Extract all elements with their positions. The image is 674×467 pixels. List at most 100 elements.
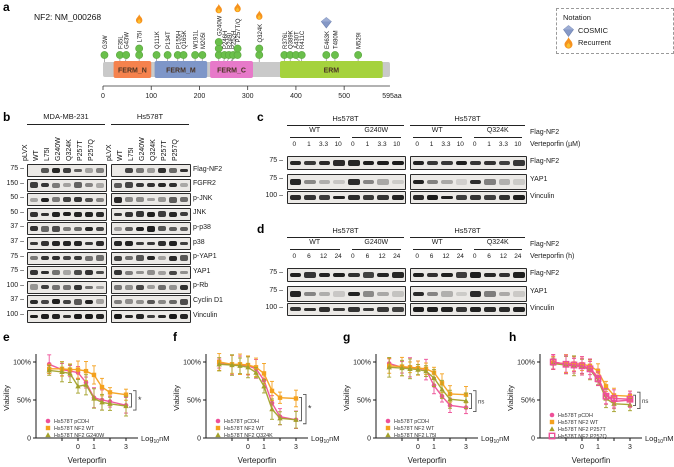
dose-value: 0: [292, 141, 297, 148]
blot-band: [85, 314, 94, 319]
legend-marker: [549, 412, 555, 418]
significance-bracket-inner: [129, 393, 132, 408]
blot-band: [124, 182, 133, 188]
blot-box: [27, 266, 107, 280]
blot-band: [113, 227, 122, 231]
mw-label: 75 –: [269, 175, 283, 182]
panel-label-g: g: [343, 330, 351, 344]
blot-band: [377, 291, 389, 297]
data-point: [423, 368, 429, 374]
blot-band: [158, 256, 167, 260]
blot-band: [158, 226, 167, 232]
blot-band: [51, 182, 60, 188]
blot-row-name: JNK: [193, 209, 207, 217]
blot-band: [333, 307, 345, 312]
blot-box: [111, 237, 191, 250]
dose-value: 3.3: [319, 141, 329, 148]
mutation-dot: [198, 51, 207, 59]
legend-label: Hs578T NF2 G240W: [54, 433, 105, 439]
blot-box: [287, 156, 406, 170]
blot-band: [40, 300, 49, 304]
blot-band: [484, 291, 496, 297]
blot-band: [74, 168, 83, 173]
dose-value: 24: [393, 253, 401, 260]
legend-recurrent-label: Recurrent: [578, 38, 611, 47]
dose-value: 6: [487, 253, 491, 260]
blot-band: [40, 285, 49, 290]
blot-band: [113, 196, 122, 203]
blot-band: [455, 306, 467, 313]
blot-row-name: p38: [193, 238, 205, 246]
data-point: [415, 366, 421, 372]
blot-band: [318, 160, 331, 166]
data-point: [67, 370, 73, 376]
blot-band: [391, 194, 404, 201]
blot-band: [180, 241, 189, 246]
blot-band: [124, 240, 133, 247]
mw-label: 100 –: [265, 304, 283, 311]
blot-band: [498, 194, 511, 201]
blot-band: [470, 195, 482, 200]
data-point: [594, 375, 602, 383]
blot-band: [124, 314, 133, 319]
legend-marker: [548, 432, 556, 440]
blot-band: [318, 272, 331, 278]
blot-band: [51, 299, 60, 305]
mw-label: 75 –: [269, 287, 283, 294]
blot-row-name: Flag-NF2: [530, 270, 560, 277]
data-point: [407, 366, 413, 371]
flame-inner: [217, 8, 221, 13]
legend-label: Hs578T NF2 P257Q: [558, 434, 607, 440]
blot-box: [27, 222, 107, 236]
blot-band: [498, 160, 511, 166]
blot-band: [318, 292, 331, 296]
blot-band: [498, 179, 511, 185]
significance-label: ns: [642, 399, 648, 405]
blot-band: [96, 240, 105, 247]
blot-band: [333, 195, 345, 200]
panel-label-a: a: [3, 0, 10, 14]
blot-band: [40, 197, 49, 202]
viability-chart-h: 100% 50% 0 0 1 3 Log10nM Viability Verteporfin Hs…: [506, 353, 674, 465]
blot-band: [40, 226, 49, 232]
blot-band: [455, 272, 467, 278]
blot-box: [287, 268, 406, 282]
dose-row-label: Verteporfin (h): [530, 253, 575, 260]
group-overline: [27, 124, 105, 125]
blot-band: [85, 211, 94, 217]
blot-band: [113, 313, 122, 320]
blot-band: [158, 197, 167, 202]
domain-ERM: [280, 61, 383, 78]
mutation-dot: [214, 44, 223, 53]
blot-band: [62, 284, 72, 290]
blot-band: [158, 167, 167, 174]
blot-band: [96, 285, 105, 290]
blot-band: [441, 179, 453, 185]
data-point: [83, 382, 89, 387]
dose-value: 1: [365, 141, 370, 148]
x-tick-label: 3: [124, 444, 128, 451]
blot-band: [85, 197, 94, 202]
construct-header: WT: [309, 127, 321, 134]
data-point: [277, 415, 283, 421]
blot-band: [62, 167, 72, 174]
cell-line-overline: [287, 125, 404, 126]
panel-label-f: f: [173, 330, 177, 344]
series-line: [219, 362, 297, 421]
blot-band: [441, 160, 453, 166]
blot-band: [74, 313, 83, 320]
data-point: [59, 369, 65, 374]
mutation-dot: [100, 51, 109, 59]
mw-label: 100 –: [265, 192, 283, 199]
blot-band: [135, 270, 144, 275]
blot-band: [29, 299, 38, 304]
blot-band: [289, 160, 302, 166]
mutation-label: R376L: [283, 31, 289, 49]
construct-overline: [473, 137, 522, 138]
cosmic-icon: [563, 25, 574, 37]
lane-label: P257T: [160, 140, 168, 161]
blot-box: [287, 286, 406, 302]
blot-band: [62, 197, 72, 203]
blot-box: [410, 303, 527, 316]
